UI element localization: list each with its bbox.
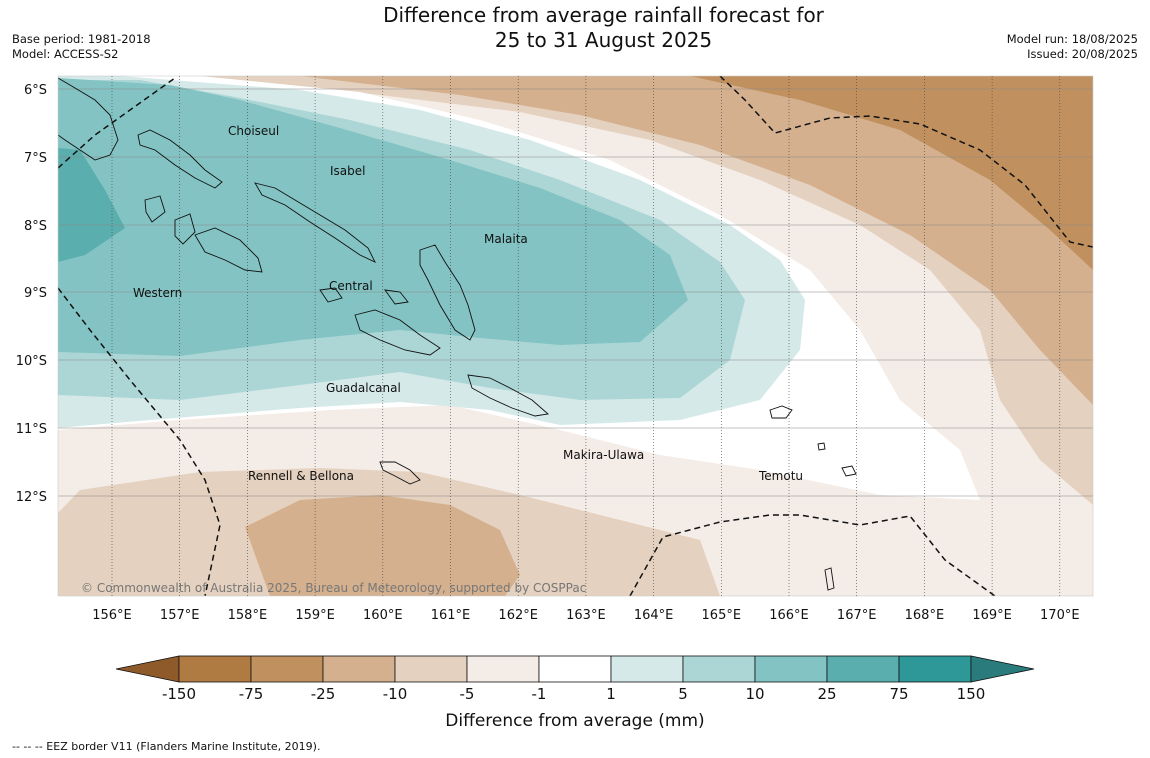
colorbar-label: 1 <box>606 685 616 703</box>
lat-label: 6°S <box>24 83 47 98</box>
island-new-georgia <box>194 227 263 273</box>
colorbar-swatch <box>178 655 252 683</box>
meta-right: Model run: 18/08/2025 Issued: 20/08/2025 <box>1007 32 1138 62</box>
lat-label: 7°S <box>24 151 47 166</box>
province-label: Central <box>329 279 373 293</box>
province-label: Makira-Ulawa <box>563 448 644 462</box>
lon-label: 156°E <box>92 608 132 623</box>
colorbar-label: 5 <box>678 685 688 703</box>
colorbar-swatch <box>826 655 900 683</box>
island-kolombangara <box>174 213 196 245</box>
colorbar-swatch <box>250 655 324 683</box>
lat-label: 10°S <box>16 354 47 369</box>
province-label: Rennell & Bellona <box>248 469 354 483</box>
colorbar-swatch <box>322 655 396 683</box>
lon-label: 164°E <box>634 608 674 623</box>
model-run: Model run: 18/08/2025 <box>1006 32 1138 46</box>
lat-label: 11°S <box>16 422 47 437</box>
colorbar-label: -150 <box>162 685 196 703</box>
island-florida <box>319 287 343 303</box>
anomaly-drier-south <box>245 495 520 596</box>
lon-label: 167°E <box>837 608 877 623</box>
island-russell <box>384 289 409 305</box>
province-label: Isabel <box>330 164 365 178</box>
island-santa-cruz <box>769 405 793 419</box>
lon-label: 158°E <box>228 608 268 623</box>
eez-legend-note: -- -- -- EEZ border V11 (Flanders Marine… <box>12 740 321 753</box>
issued-date: Issued: 20/08/2025 <box>1027 47 1138 61</box>
island-bougainville <box>58 77 119 161</box>
colorbar-label: 10 <box>745 685 764 703</box>
colorbar-label: -1 <box>532 685 547 703</box>
graticule <box>58 88 1093 497</box>
base-period: Base period: 1981-2018 <box>12 32 151 46</box>
eez-border <box>719 76 1093 248</box>
lon-label: 163°E <box>566 608 606 623</box>
island-choiseul <box>137 129 223 189</box>
colorbar-swatch <box>466 655 540 683</box>
latitude-labels: 6°S 7°S 8°S 9°S 10°S 11°S 12°S <box>16 83 47 505</box>
lon-label: 160°E <box>363 608 403 623</box>
island-anuta <box>824 567 835 591</box>
anomaly-wet-3 <box>58 78 688 356</box>
lon-label: 165°E <box>702 608 742 623</box>
island-malaita <box>419 244 476 341</box>
island-rennell <box>379 461 421 485</box>
colorbar-label: -75 <box>239 685 264 703</box>
longitude-labels: 156°E 157°E 158°E 159°E 160°E 161°E 162°E 163°E… <box>92 608 1079 623</box>
province-label: Temotu <box>758 469 803 483</box>
province-label: Guadalcanal <box>326 381 401 395</box>
province-label: Choiseul <box>228 124 279 138</box>
island-isabel <box>254 182 376 263</box>
colorbar-label: 150 <box>957 685 986 703</box>
lon-label: 157°E <box>160 608 200 623</box>
title-line-2: 25 to 31 August 2025 <box>494 28 713 52</box>
lon-label: 169°E <box>972 608 1012 623</box>
model-name: Model: ACCESS-S2 <box>12 47 119 61</box>
colorbar-label: 25 <box>817 685 836 703</box>
anomaly-drier-ne <box>300 76 1093 405</box>
map-frame <box>57 75 1094 597</box>
colorbar-title: Difference from average (mm) <box>445 711 704 731</box>
province-label: Malaita <box>484 232 528 246</box>
coastlines <box>58 77 857 591</box>
lon-label: 159°E <box>295 608 335 623</box>
colorbar-label: -25 <box>311 685 336 703</box>
meta-left: Base period: 1981-2018 Model: ACCESS-S2 <box>12 32 151 62</box>
island-vanikoro <box>841 465 857 477</box>
colorbar-extend-low <box>115 655 180 683</box>
island-guadalcanal <box>354 309 441 356</box>
lat-label: 9°S <box>24 286 47 301</box>
province-label: Western <box>133 286 182 300</box>
rainfall-anomaly-layer <box>58 76 1093 596</box>
island-makira <box>467 374 550 417</box>
colorbar-swatch <box>538 655 612 683</box>
colorbar-label: -10 <box>383 685 408 703</box>
title-line-1: Difference from average rainfall forecas… <box>383 3 824 27</box>
lon-label: 162°E <box>498 608 538 623</box>
lon-label: 170°E <box>1040 608 1080 623</box>
copyright-notice: © Commonwealth of Australia 2025, Bureau… <box>81 581 586 595</box>
island-utupua <box>817 442 826 451</box>
island-vella-lavella <box>144 195 166 223</box>
eez-border <box>58 77 176 169</box>
colorbar: -150 -75 -25 -10 -5 -1 1 5 10 25 75 150 <box>115 655 1035 703</box>
map-title: Difference from average rainfall forecas… <box>0 3 1150 53</box>
colorbar-extend-high <box>970 655 1035 683</box>
colorbar-swatch <box>610 655 684 683</box>
anomaly-wet-4 <box>58 148 125 262</box>
colorbar-swatch <box>898 655 972 683</box>
colorbar-label: -5 <box>460 685 475 703</box>
colorbar-swatch <box>394 655 468 683</box>
lat-label: 8°S <box>24 219 47 234</box>
lon-label: 161°E <box>431 608 471 623</box>
colorbar-swatch <box>754 655 828 683</box>
lon-label: 166°E <box>769 608 809 623</box>
lon-label: 168°E <box>905 608 945 623</box>
colorbar-swatch <box>682 655 756 683</box>
colorbar-label: 75 <box>889 685 908 703</box>
lat-label: 12°S <box>16 490 47 505</box>
